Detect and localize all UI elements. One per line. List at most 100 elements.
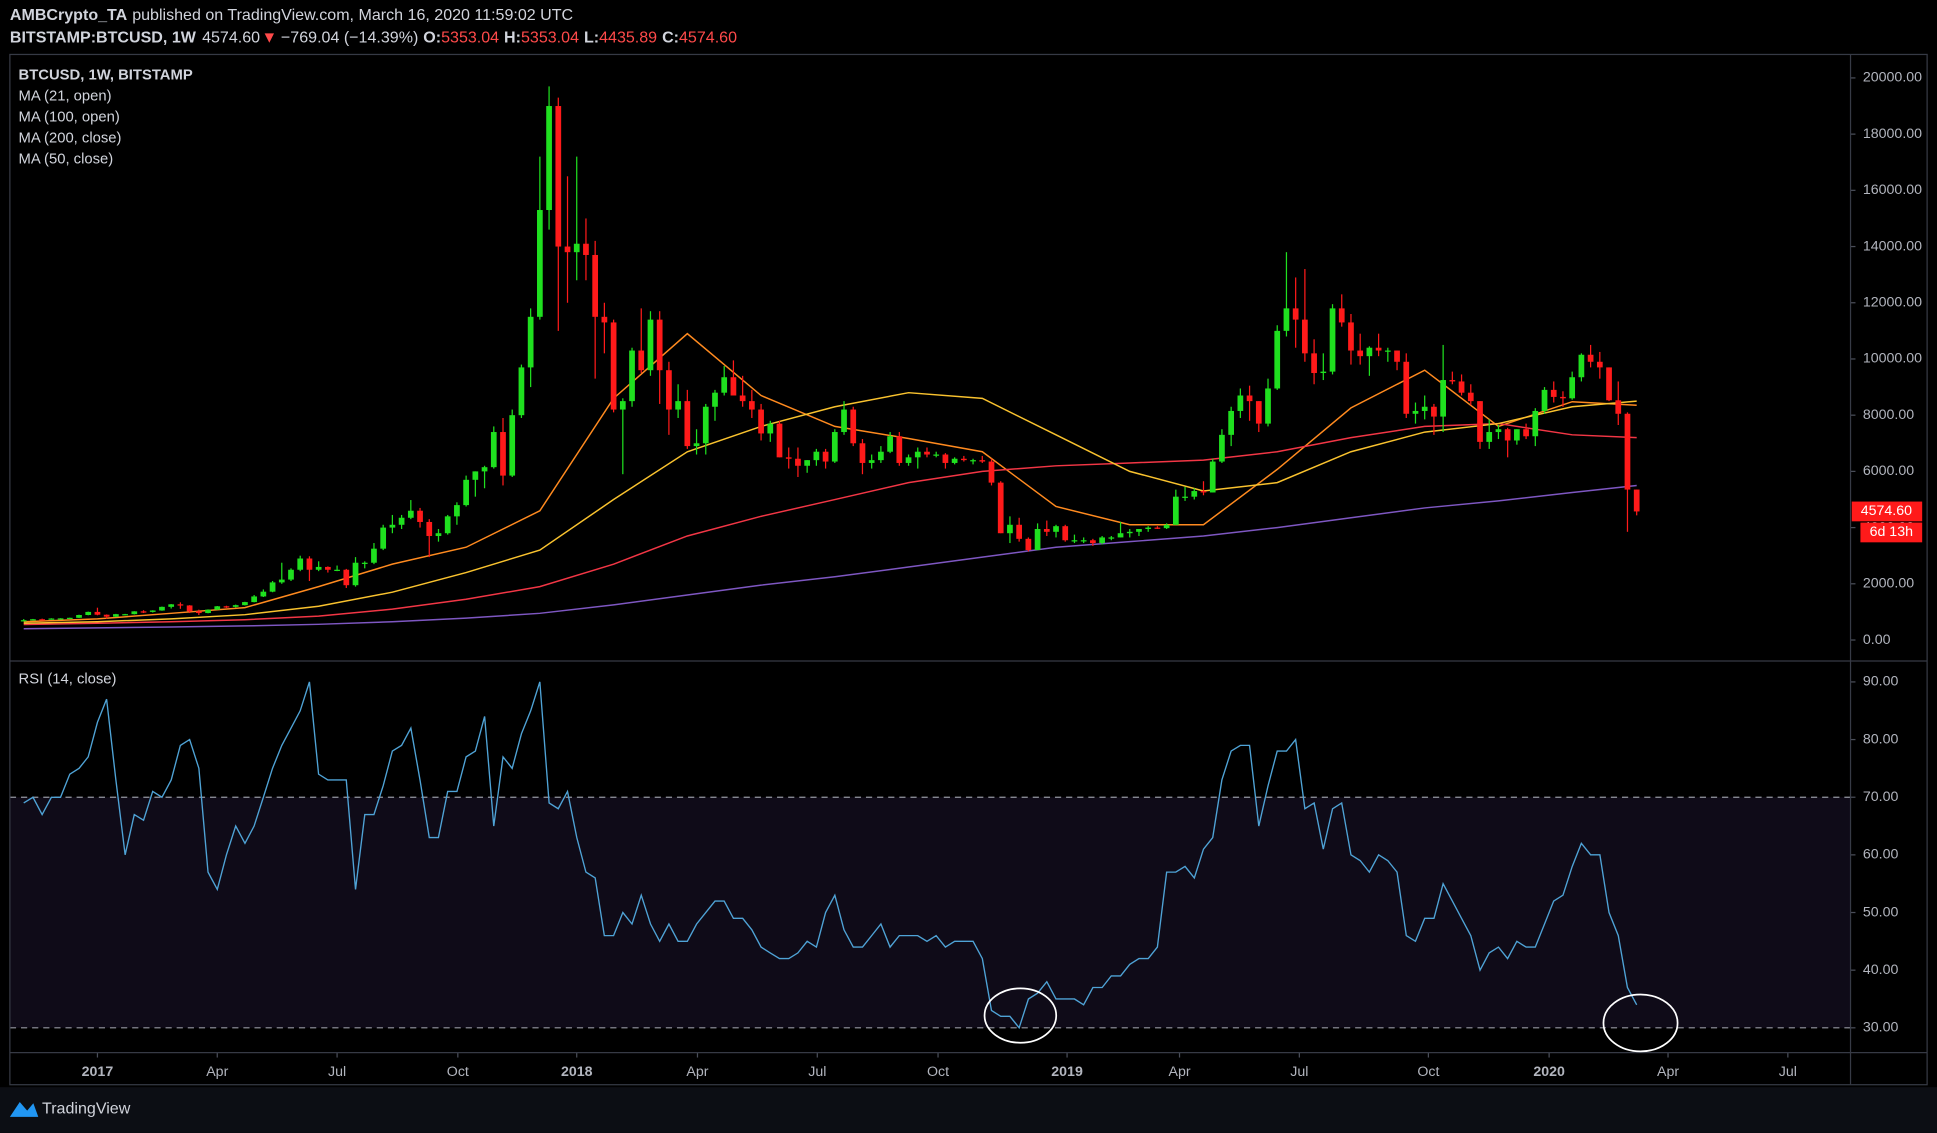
candle-body [1099,537,1105,544]
candle-body [159,606,165,611]
x-tick-label: Apr [1168,1064,1190,1080]
candle-body [1440,380,1446,417]
candle-body [647,319,654,371]
panes: 0.002000.004000.006000.008000.0010000.00… [9,70,1923,1080]
candle-body [1311,353,1317,374]
candle-body [315,566,322,570]
candle-body [500,432,506,476]
candle-body [325,566,331,570]
candle-body [1108,537,1115,539]
candle-body [758,409,764,434]
candle-body [454,505,460,517]
candle-body [251,596,257,603]
candle-body [1145,527,1152,529]
symbol: BITSTAMP:BTCUSD, 1W [10,29,197,47]
candle-body [831,432,838,462]
candle-body [417,510,423,522]
moving-average-line [23,422,1637,626]
ohlc-label: H: [504,29,521,47]
candle-body [785,457,792,459]
candle-body [610,322,617,410]
y-tick-label: 90.00 [1863,674,1899,690]
candle-body [960,458,967,461]
x-tick-label: 2017 [82,1064,114,1080]
x-tick-label: 2018 [561,1064,593,1080]
candle-body [361,562,368,564]
candle-body [933,454,940,456]
candle-body [1062,526,1069,541]
candle-body [1025,538,1032,551]
candle-body [1126,531,1133,534]
candle-body [1237,395,1244,411]
y-tick-label: 12000.00 [1863,295,1922,311]
candle-body [601,316,608,323]
candle-body [20,620,27,622]
candle-body [278,579,285,583]
candle-body [1200,491,1207,493]
moving-average-line [23,332,1637,623]
candle-body [979,460,986,462]
countdown-box [1860,522,1923,543]
candle-body [1421,406,1428,411]
candle-body [1219,434,1225,462]
x-tick-label: Oct [927,1064,949,1080]
candle-body [887,436,893,452]
candle-body [527,316,534,368]
candle-body [675,401,681,410]
x-tick-label: Apr [1657,1064,1679,1080]
candle-body [1265,388,1271,424]
candle-body [1587,354,1594,362]
legend-entry: MA (100, open) [19,109,120,125]
candle-body [573,243,580,253]
y-tick-label: 30.00 [1863,1020,1899,1036]
candle-body [878,451,884,461]
candle-body [942,454,949,463]
legend-entry: MA (50, close) [19,151,114,167]
candle-body [103,614,110,617]
legend-entry: MA (21, open) [19,88,112,104]
candle-body [334,569,340,571]
candle-body [343,569,350,586]
candle-body [693,443,700,447]
candle-body [269,582,276,592]
candle-body [748,401,755,410]
candle-body [426,521,433,537]
candle-body [1504,429,1511,441]
candle-body [776,423,783,458]
candle-body [767,423,774,434]
candle-body [721,377,728,393]
candle-body [48,618,55,620]
candle-body [94,611,101,615]
last-price-label: 4574.60 [1861,503,1912,519]
candle-body [518,367,525,416]
candle-body [629,350,635,402]
x-tick-label: Oct [1417,1064,1439,1080]
candle-body [1412,410,1419,414]
candle-body [1274,330,1281,389]
x-tick-label: Apr [206,1064,228,1080]
x-tick-label: 2020 [1533,1064,1565,1080]
ohlc-value: 4435.89 [599,29,657,47]
candle-body [684,401,691,447]
candle-body [1357,350,1364,357]
candle-body [638,350,645,371]
candle-body [1569,377,1576,399]
candle-body [1071,540,1078,542]
candle-body [656,319,663,371]
y-tick-label: 16000.00 [1863,182,1922,198]
candle-body [1302,319,1308,354]
candle-body [924,451,930,455]
candle-body [868,460,875,463]
candle-body [1329,308,1336,372]
symbol-line: BITSTAMP:BTCUSD, 1W 4574.60▼ −769.04 (−14.… [10,29,737,47]
candle-body [195,611,202,614]
candle-body [1348,322,1354,351]
x-tick-label: Jul [808,1064,826,1080]
candle-body [1495,429,1502,433]
candle-body [168,604,175,607]
y-tick-label: 20000.00 [1863,70,1922,86]
candle-body [1477,401,1483,442]
candle-body [490,432,497,468]
tradingview-logo [9,1102,39,1117]
